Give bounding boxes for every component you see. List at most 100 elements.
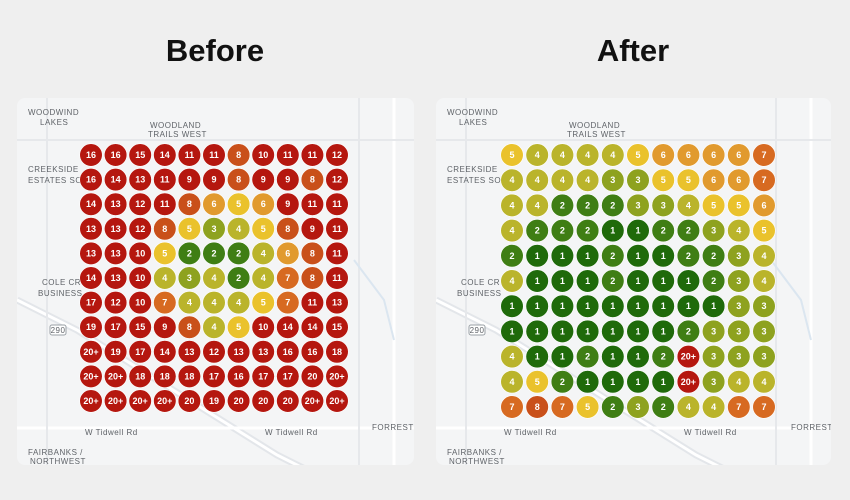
rank-value: 3 — [711, 377, 716, 387]
rank-pin — [727, 345, 751, 369]
rank-pin — [727, 370, 751, 394]
rank-value: 6 — [711, 175, 716, 185]
rank-value: 20+ — [83, 396, 98, 406]
rank-pin — [202, 389, 226, 413]
rank-value: 16 — [111, 150, 121, 160]
rank-value: 2 — [509, 251, 514, 261]
rank-pin — [651, 168, 675, 192]
rank-pin — [251, 389, 275, 413]
rank-pin — [626, 294, 650, 318]
rank-value: 3 — [736, 251, 741, 261]
map-label: NORTHWEST — [30, 457, 86, 466]
rank-value: 4 — [162, 273, 167, 283]
rank-pin — [525, 319, 549, 344]
rank-value: 13 — [135, 175, 145, 185]
rank-pin — [202, 217, 226, 241]
rank-value: 1 — [509, 326, 514, 336]
rank-pin — [128, 143, 152, 167]
rank-value: 8 — [535, 402, 540, 412]
rank-pin — [227, 143, 251, 167]
rank-pin — [601, 294, 625, 318]
rank-pin — [300, 389, 325, 413]
rank-pin — [701, 168, 726, 192]
rank-pin — [325, 192, 349, 216]
rank-value: 10 — [135, 273, 145, 283]
rank-value: 11 — [283, 150, 293, 160]
rank-pin — [601, 370, 625, 394]
rank-pin — [251, 315, 275, 339]
rank-pin — [103, 143, 128, 167]
rank-pin — [626, 219, 650, 243]
rank-pin — [227, 291, 251, 315]
rank-pin — [79, 241, 103, 265]
rank-value: 20 — [307, 371, 317, 381]
rank-pin — [202, 266, 226, 290]
rank-value: 2 — [187, 248, 192, 258]
rank-pin — [300, 266, 325, 290]
rank-pin — [153, 364, 177, 389]
rank-pin — [676, 168, 701, 192]
rank-value: 3 — [635, 200, 640, 210]
rank-value: 20+ — [329, 371, 344, 381]
rank-pin — [251, 143, 275, 167]
rank-value: 5 — [187, 224, 192, 234]
rank-value: 4 — [535, 200, 540, 210]
rank-value: 4 — [560, 175, 565, 185]
rank-value: 7 — [509, 402, 514, 412]
rank-value: 11 — [332, 248, 342, 258]
map-label: ESTATES SO — [447, 176, 501, 185]
rank-value: 6 — [736, 175, 741, 185]
map-label: FORREST L — [372, 423, 421, 432]
rank-pin — [651, 219, 675, 243]
rank-value: 8 — [187, 322, 192, 332]
rank-pin — [601, 345, 625, 369]
rank-value: 2 — [661, 352, 666, 362]
map-label: COLE CR — [461, 278, 500, 287]
rank-pin — [79, 217, 103, 241]
rank-pin — [500, 370, 524, 394]
rank-value: 3 — [635, 175, 640, 185]
rank-value: 7 — [560, 402, 565, 412]
rank-pin — [500, 143, 524, 167]
rank-pin — [227, 340, 251, 364]
rank-value: 1 — [535, 251, 540, 261]
rank-pin — [752, 168, 776, 192]
rank-value: 1 — [560, 326, 565, 336]
rank-pin — [325, 340, 349, 364]
rank-value: 11 — [332, 224, 342, 234]
rank-value: 3 — [736, 276, 741, 286]
map-label: WOODWIND — [28, 108, 79, 117]
map-label: TRAILS WEST — [567, 130, 626, 139]
rank-pin — [128, 340, 152, 364]
rank-pin — [177, 217, 201, 241]
rank-value: 3 — [661, 200, 666, 210]
rank-value: 3 — [736, 326, 741, 336]
rank-value: 11 — [160, 175, 170, 185]
rank-pin — [79, 315, 103, 339]
rank-value: 3 — [187, 273, 192, 283]
rank-value: 1 — [610, 352, 615, 362]
rank-pin — [651, 193, 675, 217]
rank-value: 6 — [711, 150, 716, 160]
map-label: FAIRBANKS / — [447, 448, 502, 457]
rank-pin — [676, 395, 701, 419]
rank-pin — [153, 143, 177, 167]
rank-value: 4 — [761, 251, 766, 261]
rank-pin — [153, 241, 177, 265]
rank-value: 4 — [711, 402, 716, 412]
rank-pin — [251, 217, 275, 241]
map-label: LAKES — [459, 118, 487, 127]
rank-pin — [626, 345, 650, 369]
rank-pin — [128, 266, 152, 290]
rank-value: 20+ — [329, 396, 344, 406]
rank-value: 13 — [111, 199, 121, 209]
rank-value: 20 — [258, 396, 268, 406]
rank-value: 4 — [736, 226, 741, 236]
rank-value: 2 — [610, 251, 615, 261]
rank-pin — [651, 143, 675, 167]
rank-value: 2 — [610, 200, 615, 210]
rank-value: 7 — [285, 298, 290, 308]
rank-value: 3 — [761, 326, 766, 336]
rank-pin — [153, 291, 177, 315]
rank-value: 4 — [761, 276, 766, 286]
